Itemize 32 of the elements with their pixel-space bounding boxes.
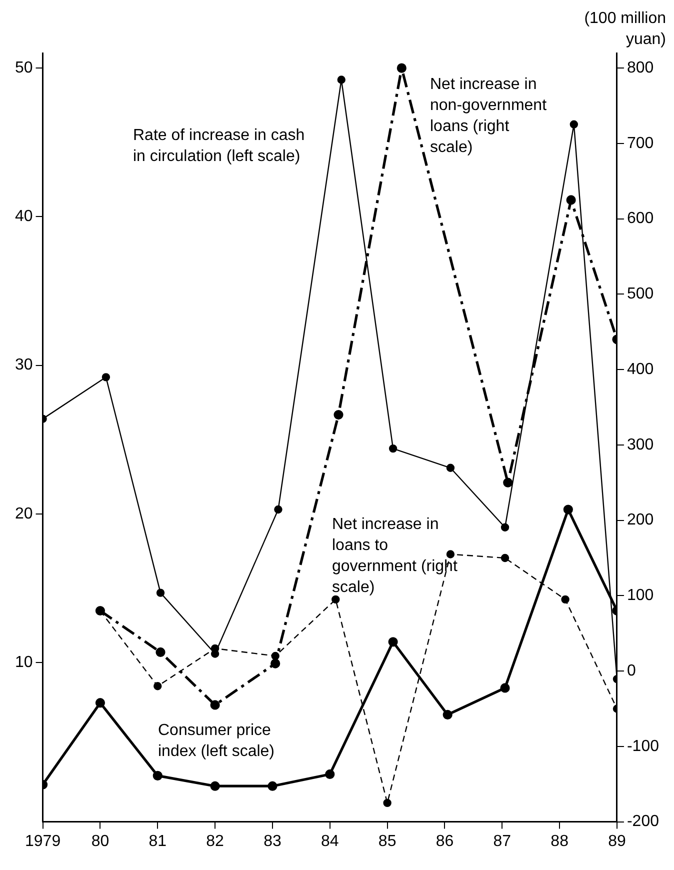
y-tick-label: 50 [15,59,33,76]
y2-tick-label: 600 [626,210,654,228]
y2-tick-label: 300 [626,436,654,454]
y2-tick-label: 100 [626,587,654,604]
x-tick-label: 84 [320,832,339,850]
y2-axis-title: (100 million yuan) [583,9,666,50]
x-tick-label: 85 [378,832,396,850]
series-label: Consumer price index (left scale) [158,721,276,762]
y2-tick-label: 200 [626,512,654,529]
y2-tick-label: 500 [626,286,654,303]
x-tick-label: 88 [550,832,569,850]
series-label: Net increase in loans to government (right scale) [332,515,458,598]
x-tick-label: 82 [206,832,224,850]
series-label: Rate of increase in cash in circulation (left scale) [133,126,306,167]
x-tick-label: 81 [148,832,167,850]
y-tick-label: 10 [15,654,33,672]
x-tick-label: 83 [264,832,282,850]
series-label: Net increase in non-government loans (right scale) [430,75,548,158]
y2-tick-label: 800 [626,59,654,76]
x-tick-label: 80 [91,832,110,850]
x-tick-label: 1979 [25,832,61,850]
y2-tick-label: 400 [626,360,654,378]
y2-tick-label: -200 [626,813,660,830]
x-tick-label: 89 [608,832,626,850]
y2-tick-label: 0 [626,662,636,680]
x-tick-label: 87 [493,832,512,850]
x-tick-label: 86 [436,832,454,850]
y2-tick-label: 700 [626,134,654,152]
y2-tick-label: -100 [626,738,660,755]
y-tick-label: 30 [15,356,33,374]
y-tick-label: 40 [15,208,33,225]
y-tick-label: 20 [15,505,33,522]
